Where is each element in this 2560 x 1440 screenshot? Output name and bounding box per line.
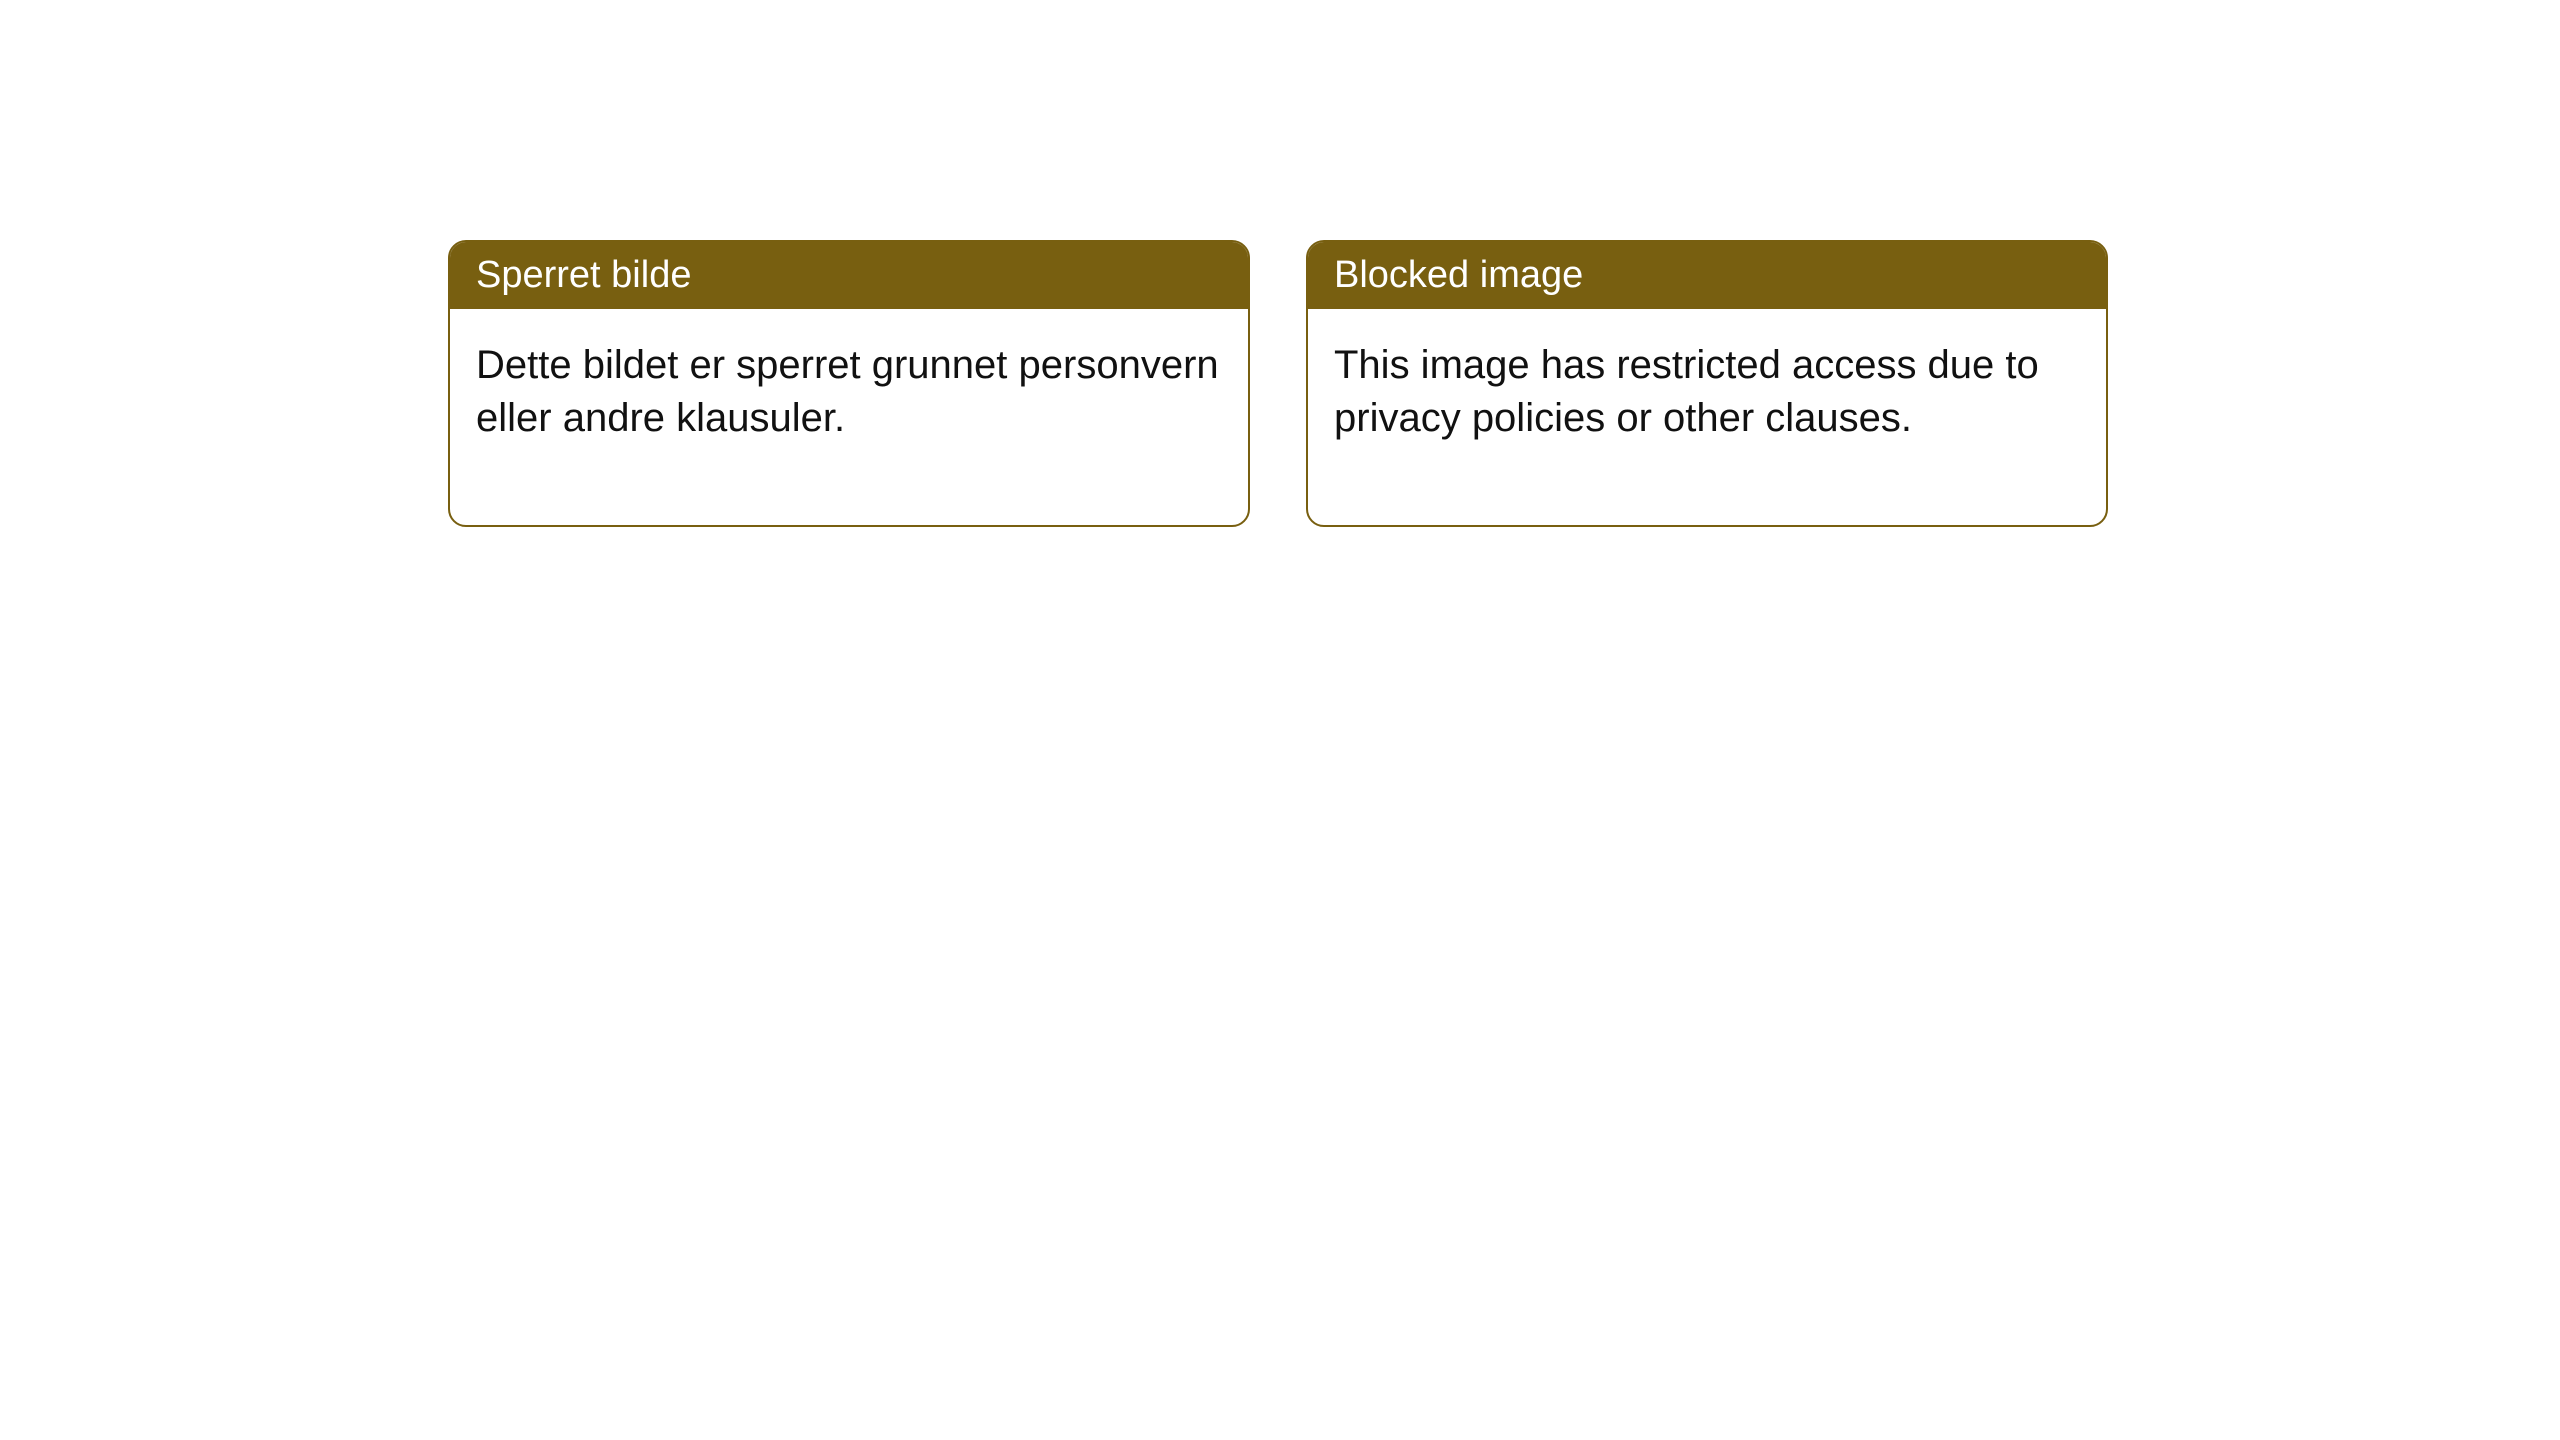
notice-title-english: Blocked image: [1308, 242, 2106, 309]
notice-cards-container: Sperret bilde Dette bildet er sperret gr…: [448, 240, 2108, 527]
notice-card-english: Blocked image This image has restricted …: [1306, 240, 2108, 527]
notice-body-norwegian: Dette bildet er sperret grunnet personve…: [450, 309, 1248, 525]
notice-body-english: This image has restricted access due to …: [1308, 309, 2106, 525]
notice-card-norwegian: Sperret bilde Dette bildet er sperret gr…: [448, 240, 1250, 527]
notice-title-norwegian: Sperret bilde: [450, 242, 1248, 309]
